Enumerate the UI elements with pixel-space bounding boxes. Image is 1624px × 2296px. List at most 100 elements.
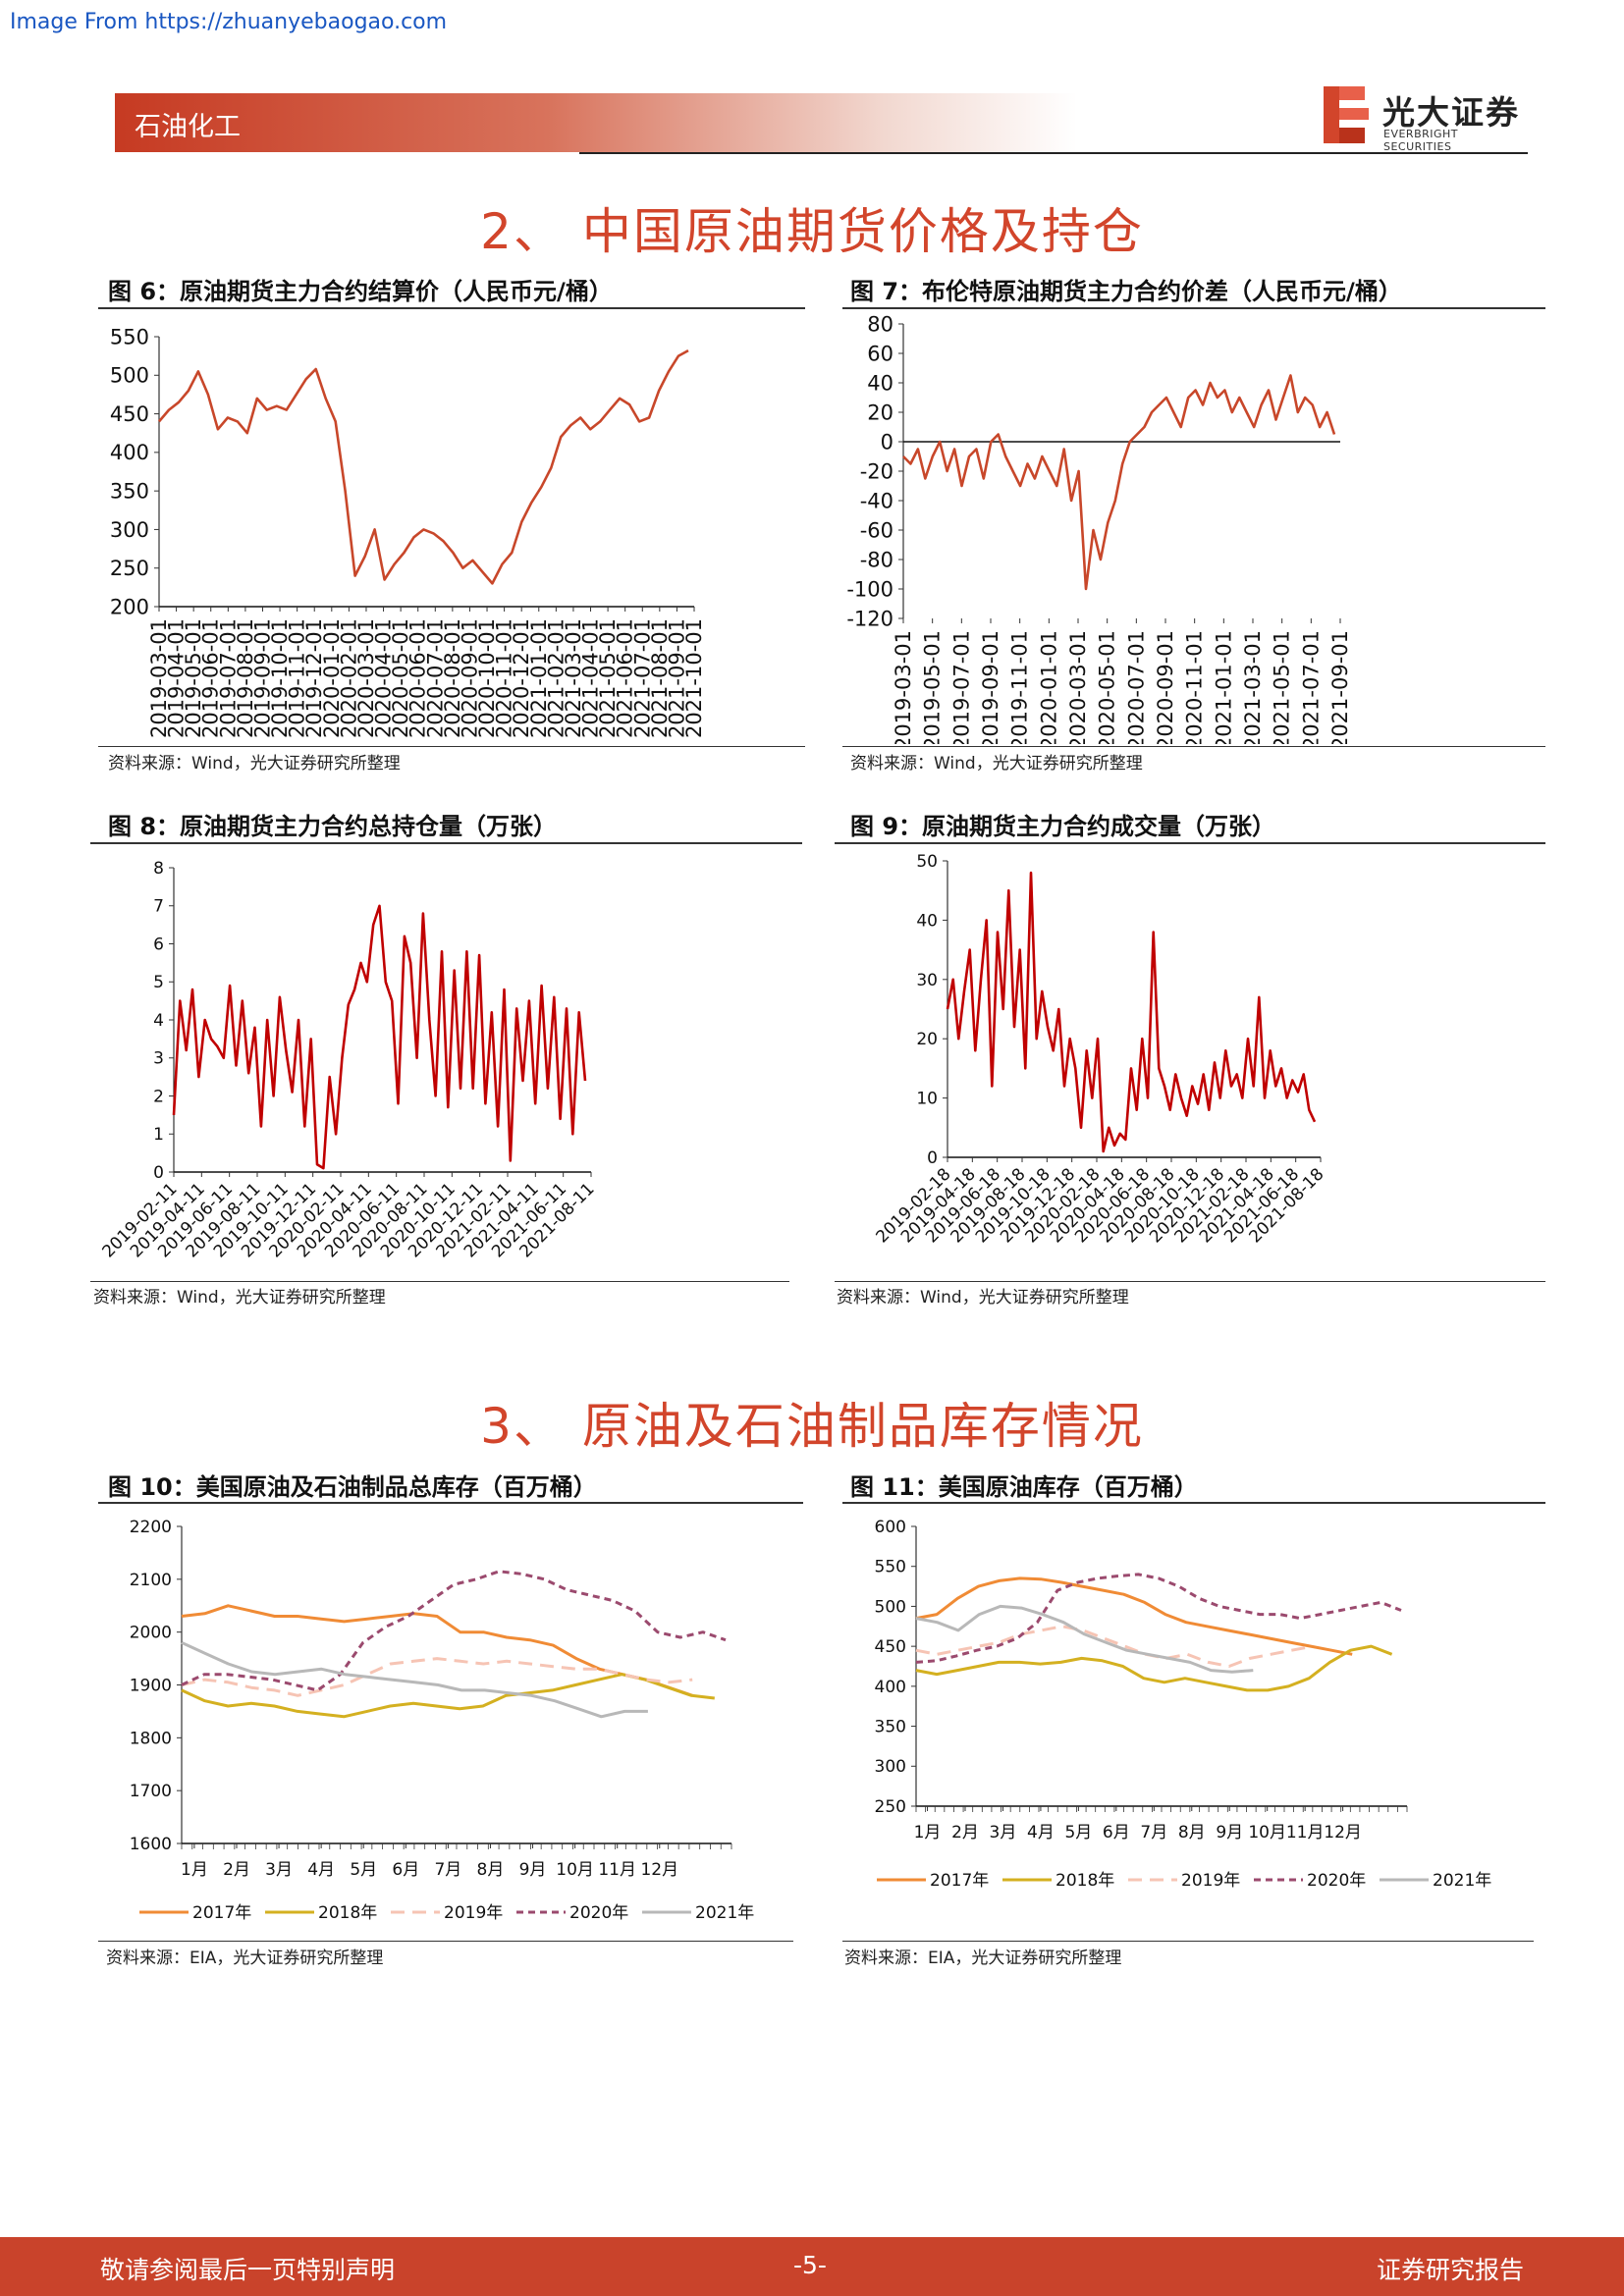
x-tick-label: 9月 [1216,1823,1243,1842]
y-tick-label: 10 [916,1090,938,1109]
legend-label: 2017年 [930,1871,989,1891]
figure-11-chart: 250 300 350 400 450 500 550 600 1月 2月 3月 4月 5月 6月 7月 8月… [875,1518,1492,1891]
series-line-2017年 [915,1576,1353,1656]
x-tick-label: 6月 [392,1860,419,1880]
y-tick-label: -60 [860,518,893,542]
x-tick-label: 2021-01-01 [527,618,551,738]
x-tick-label: 4月 [1027,1823,1055,1842]
x-tick-label: 4月 [307,1860,335,1880]
y-tick-label: 2000 [130,1624,172,1643]
x-tick-label: 9月 [519,1860,547,1880]
figure-7-top-rule [842,307,1545,309]
figure-10-top-rule [98,1502,803,1504]
legend-label: 2020年 [1307,1871,1366,1891]
y-tick-label: 1700 [130,1782,172,1801]
everbright-logo-icon [1324,86,1369,143]
figure-9-chart: 010203040502019-02-182019-04-182019-06-1… [873,852,1328,1247]
y-tick-label: -20 [860,459,893,483]
x-tick-label: 3月 [265,1860,293,1880]
logo-text-cn: 光大证券 [1382,93,1520,132]
x-tick-label: 2020-05-01 [1096,630,1119,744]
x-tick-label: 2021-09-01 [1328,630,1352,744]
x-tick-label: 2021-08-01 [648,618,672,738]
x-tick-label: 2021-05-01 [1271,630,1294,744]
x-tick-label: 2021-01-01 [1212,630,1235,744]
x-tick-label: 2019-08-01 [234,618,257,738]
y-tick-label: -80 [860,548,893,571]
y-tick-label: 500 [875,1597,906,1617]
x-tick-label: 8月 [477,1860,505,1880]
series-line-2021年 [181,1641,648,1719]
y-tick-label: 30 [916,971,938,990]
footer-disclaimer-link[interactable]: 敬请参阅最后一页特别声明 [100,2256,396,2284]
y-tick-label: 300 [875,1757,906,1777]
y-tick-label: 20 [867,400,893,424]
y-tick-label: 2 [153,1087,164,1106]
figure-7-source: 资料来源：Wind，光大证券研究所整理 [850,754,1143,774]
y-tick-label: 400 [110,441,149,464]
y-tick-label: 0 [153,1163,164,1183]
y-tick-label: 5 [153,973,164,992]
x-tick-label: 2021-06-01 [614,618,637,738]
x-tick-label: 5月 [350,1860,377,1880]
figure-10-chart: 1600 1700 1800 1900 2000 2100 2200 1月 2月 3月 4月 5月 6月… [130,1518,755,1923]
y-tick-label: -100 [846,577,893,601]
x-tick-label: 2020-07-01 [1124,630,1148,744]
figure-9-source: 资料来源：Wind，光大证券研究所整理 [837,1288,1129,1308]
y-tick-label: 200 [110,595,149,618]
figure-7-title: 图 7：布伦特原油期货主力合约价差（人民币元/桶） [850,278,1402,305]
y-tick-label: 3 [153,1049,164,1069]
x-tick-label: 2019-10-01 [268,618,292,738]
industry-tag: 石油化工 [135,112,241,142]
x-tick-label: 2020-04-01 [372,618,396,738]
x-tick-label: 1月 [914,1823,942,1842]
page-number: -5- [793,2251,827,2279]
figure-9-bottom-rule [835,1281,1545,1282]
x-tick-label: 2020-12-01 [510,618,533,738]
y-tick-label: 400 [875,1678,906,1697]
x-tick-label: 2020-01-01 [1037,630,1060,744]
figure-11-top-rule [842,1502,1545,1504]
figure-11-title: 图 11：美国原油库存（百万桶） [850,1473,1198,1501]
figure-6-title: 图 6：原油期货主力合约结算价（人民币元/桶） [108,278,613,305]
x-tick-label: 2019-09-01 [250,618,274,738]
y-tick-label: 0 [881,430,893,454]
x-tick-label: 2月 [951,1823,979,1842]
x-tick-label: 2020-11-01 [1183,630,1207,744]
y-tick-label: 1 [153,1125,164,1145]
x-tick-label: 2019-07-01 [949,630,973,744]
figure-7-chart: -120 -100 -80 -60 -40 -20 0 20 40 60 80 2019-03-01 2… [846,312,1352,744]
series-line-2017年 [181,1604,693,1697]
series-line [158,348,689,585]
x-tick-label: 2019-12-01 [302,618,326,738]
y-tick-label: 1600 [130,1835,172,1854]
legend-label: 2020年 [569,1903,628,1923]
legend-label: 2021年 [695,1903,754,1923]
y-tick-label: -120 [846,607,893,630]
x-tick-label: 2021-09-01 [665,618,688,738]
y-tick-label: 8 [153,859,164,879]
x-tick-label: 2019-06-01 [199,618,223,738]
x-tick-label: 2020-06-01 [406,618,430,738]
x-tick-label: 2019-07-01 [216,618,240,738]
figure-6-source: 资料来源：Wind，光大证券研究所整理 [108,754,401,774]
figure-10-source: 资料来源：EIA，光大证券研究所整理 [106,1949,384,1968]
x-tick-label: 2019-11-01 [1008,630,1032,744]
x-tick-label: 10月 [556,1860,594,1880]
x-tick-label: 2020-10-01 [475,618,499,738]
x-tick-label: 2019-03-01 [147,618,171,738]
section-title-2: 2、 中国原油期货价格及持仓 [480,203,1144,260]
x-tick-label: 2020-08-01 [441,618,464,738]
x-tick-label: 2019-04-01 [165,618,189,738]
y-tick-label: 0 [927,1148,938,1168]
header-rule [579,152,1528,154]
figure-10-bottom-rule [98,1941,793,1942]
logo-text-en: EVERBRIGHT SECURITIES [1383,128,1459,153]
y-tick-label: 40 [867,371,893,395]
figure-9-top-rule [835,842,1545,844]
x-tick-label: 2019-05-01 [921,630,945,744]
x-tick-label: 7月 [434,1860,461,1880]
x-tick-label: 11月 [598,1860,636,1880]
series-line [902,374,1336,591]
x-tick-label: 2020-01-01 [320,618,344,738]
